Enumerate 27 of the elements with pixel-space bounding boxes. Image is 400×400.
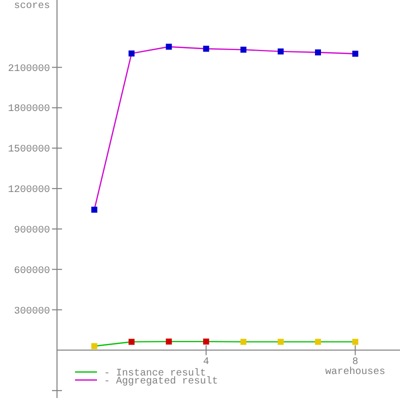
y-tick-label: 600000 [14, 266, 50, 277]
y-axis-title: scores [14, 1, 50, 12]
point [278, 338, 284, 345]
point [240, 46, 246, 53]
point [166, 44, 172, 50]
point [91, 343, 98, 350]
point [314, 49, 321, 56]
point [91, 206, 98, 213]
y-tick-label: 900000 [14, 225, 50, 236]
x-axis-title: warehouses [325, 366, 386, 378]
point [278, 48, 284, 54]
y-tick-label: 1200000 [8, 185, 50, 196]
y-tick-label: 1800000 [8, 104, 50, 116]
point [203, 338, 210, 345]
y-tick-label: 2100000 [8, 64, 50, 75]
point [352, 338, 358, 345]
x-tick-label: 4 [203, 357, 210, 368]
x-tick-label: 8 [352, 357, 358, 368]
y-tick-label: 1500000 [8, 144, 50, 156]
point [128, 338, 135, 345]
point [314, 338, 321, 345]
y-tick-label: 300000 [14, 306, 50, 318]
point [128, 50, 135, 56]
point [352, 50, 358, 57]
point [203, 46, 210, 52]
point [240, 338, 246, 345]
point [166, 338, 172, 345]
